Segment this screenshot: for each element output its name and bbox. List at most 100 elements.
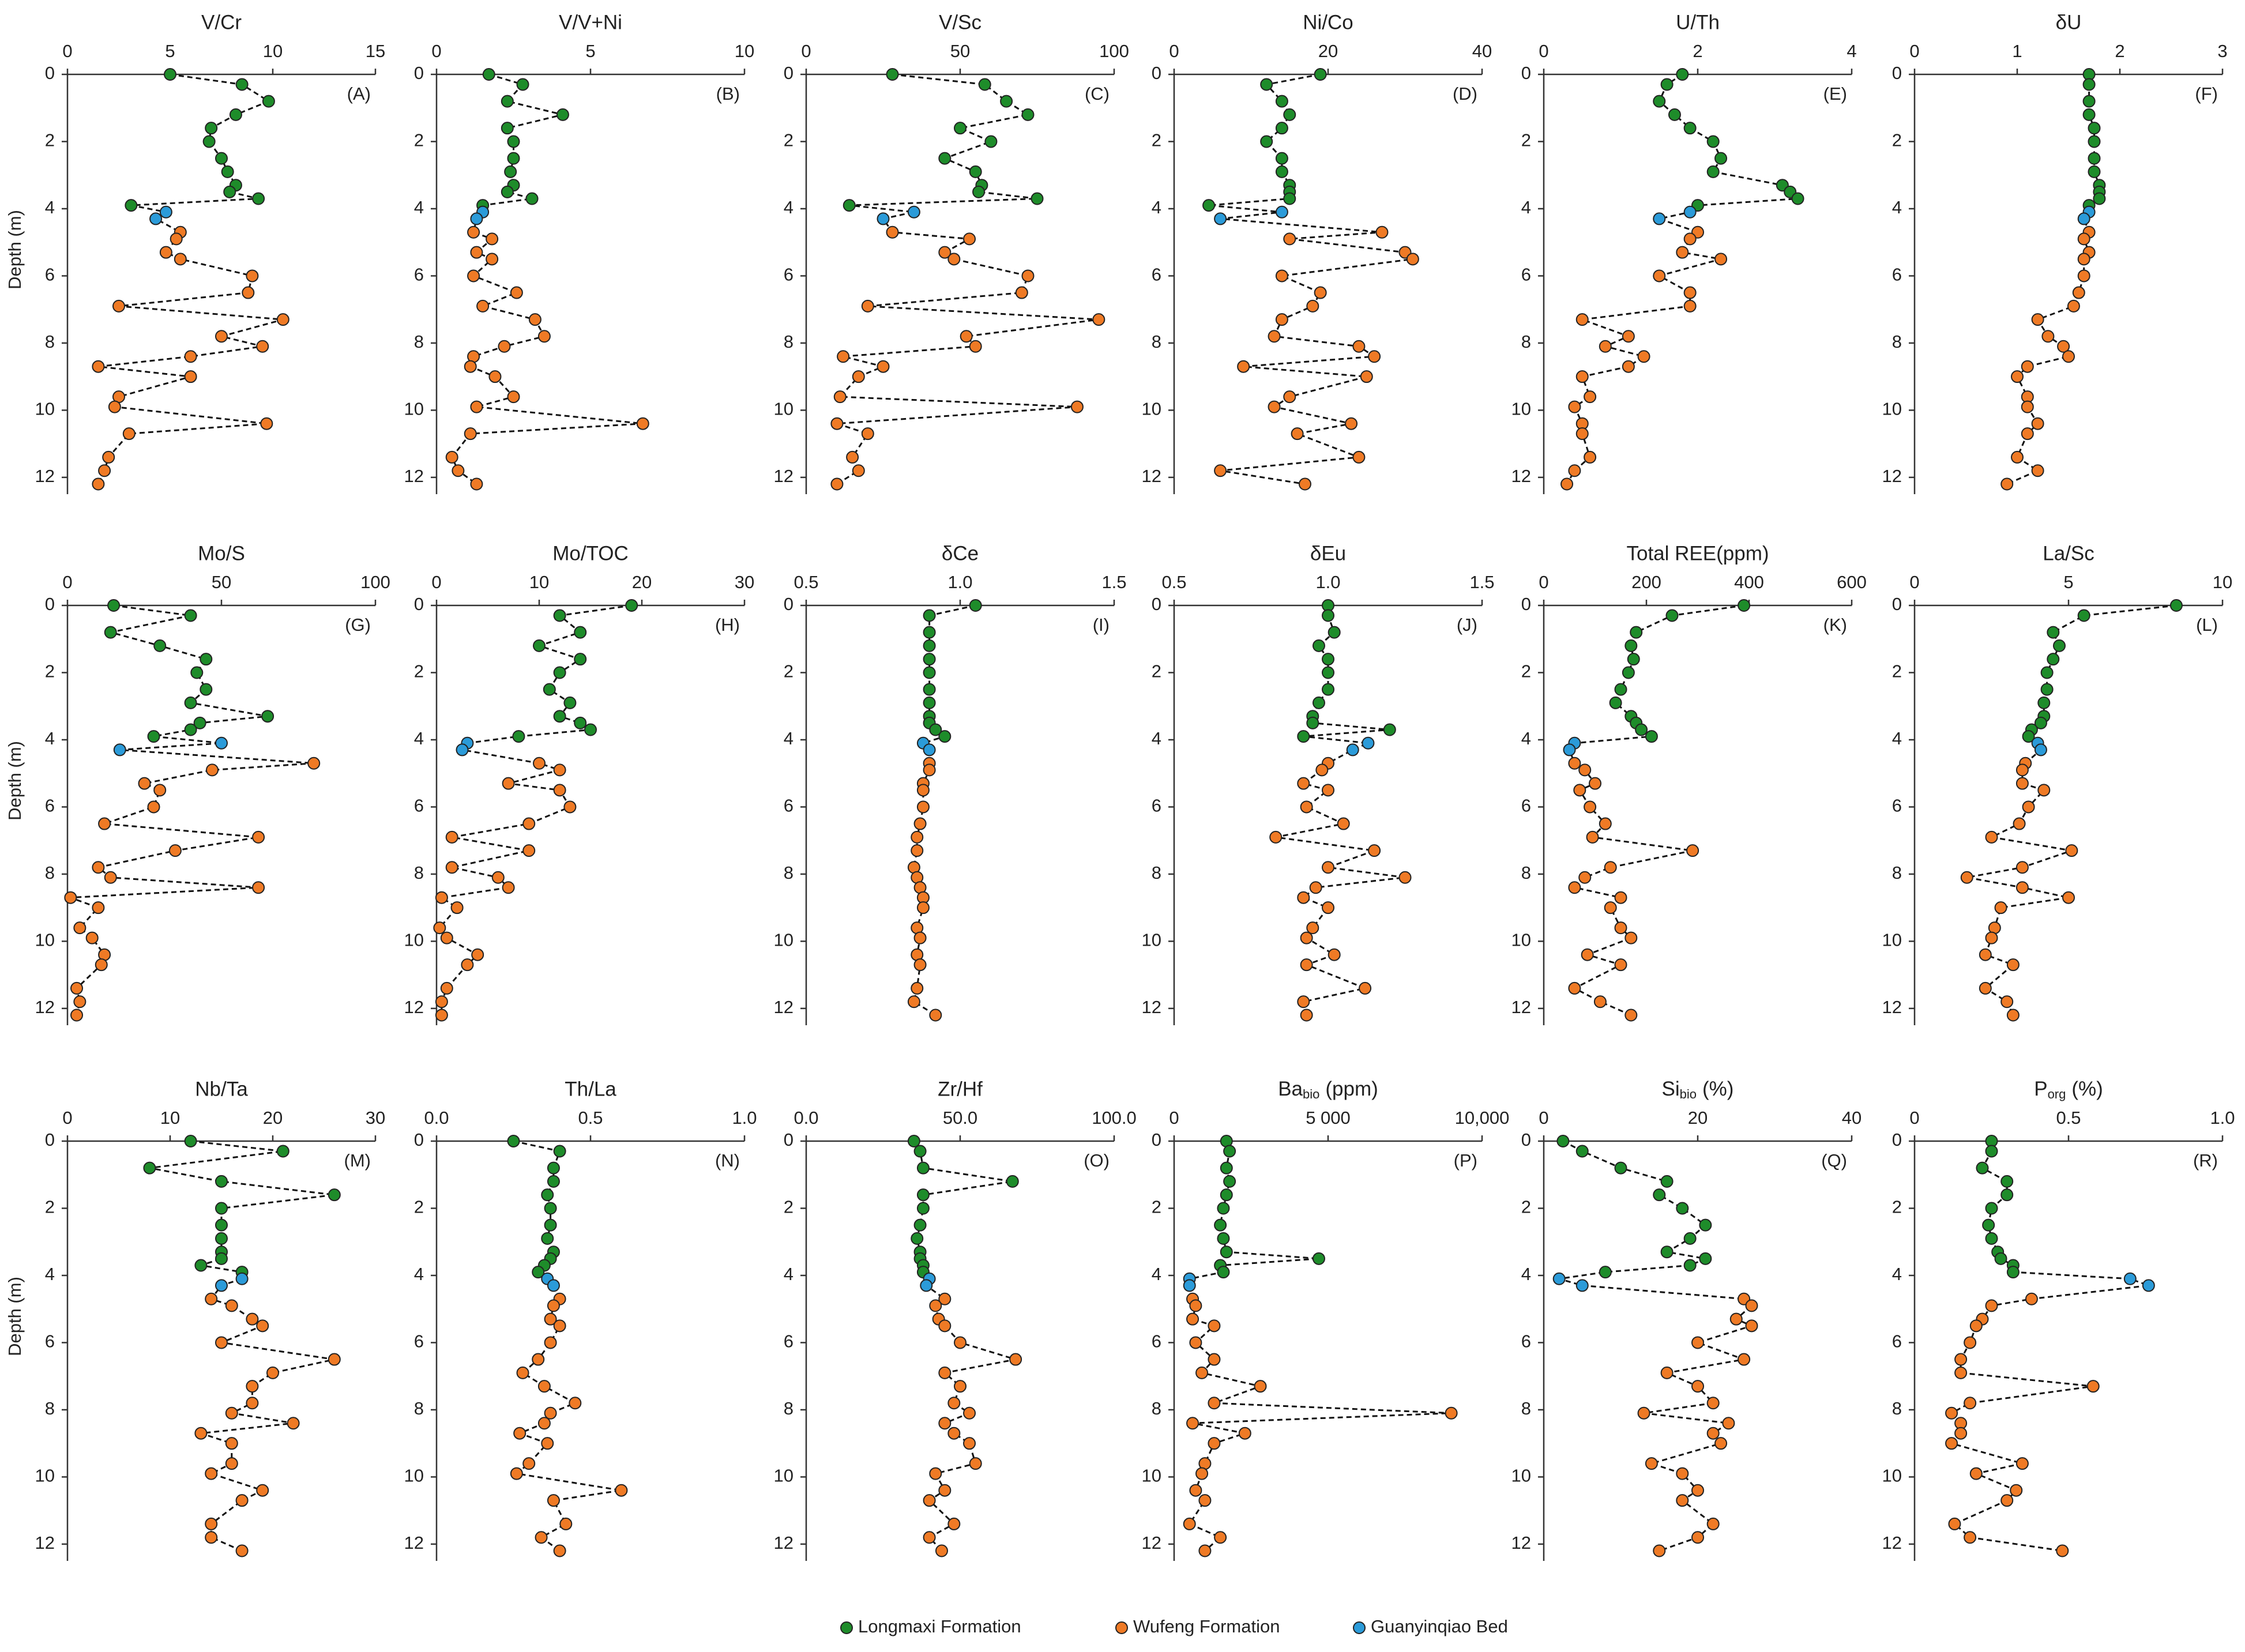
data-point [1976,1161,1989,1175]
data-point [1964,1336,1977,1349]
data-point [574,716,587,729]
data-point [963,232,976,246]
data-point [242,286,255,299]
data-point [1312,696,1325,709]
data-point [1964,1397,1977,1410]
data-point [225,1437,238,1450]
data-point [225,1457,238,1470]
data-point [1660,1245,1674,1259]
y-tick-label: 2 [45,1197,55,1217]
data-point [929,1467,942,1480]
data-point [615,1484,628,1497]
data-point [535,1531,548,1544]
data-point [1275,122,1288,135]
data-point [507,152,520,165]
y-tick-label: 8 [1521,332,1531,352]
y-tick-label: 10 [404,930,424,950]
data-point [830,417,844,430]
data-point [1614,921,1627,935]
y-tick-label: 12 [1882,466,1902,486]
data-point [1031,192,1044,205]
data-point [200,683,213,696]
y-tick-label: 10 [774,930,794,950]
data-point [1637,350,1650,363]
data-point [92,360,105,373]
data-point [1738,1353,1751,1366]
y-tick-label: 6 [45,1331,55,1352]
data-point [2062,350,2075,363]
data-point [1676,1494,1689,1507]
data-point [525,192,539,205]
data-point [470,212,483,225]
y-tick-label: 4 [1892,728,1902,748]
data-point [1568,881,1581,894]
y-tick-label: 12 [774,997,794,1017]
data-point [1706,135,1720,148]
data-point [2077,212,2090,225]
data-point [913,958,927,972]
panel: Porg (%) (R) 0 0.5 1.0 0 2 4 6 8 10 12 [1882,1078,2235,1561]
data-point [1714,253,1728,266]
y-tick-label: 2 [784,130,794,150]
data-point [193,716,206,729]
data-point [1627,653,1640,666]
data-point [2169,599,2183,612]
panel-label: (L) [2196,615,2218,635]
data-point [256,340,269,353]
data-point [1260,135,1273,148]
data-point [1238,1427,1251,1440]
y-tick-label: 8 [414,332,424,352]
data-point [266,1366,279,1379]
legend-label: Longmaxi Formation [858,1616,1021,1636]
data-point [1283,192,1296,205]
y-tick-label: 0 [1521,594,1531,614]
y-tick-label: 0 [784,1130,794,1150]
y-tick-label: 4 [414,1264,424,1284]
x-tick-label: 0.5 [1161,572,1186,592]
data-point [1328,948,1341,961]
data-point [1593,995,1607,1008]
data-point [877,212,890,225]
title-sub: bio [1303,1087,1319,1101]
data-point [553,666,566,679]
y-tick-label: 12 [1882,997,1902,1017]
x-tick-label: 1.0 [947,572,972,592]
y-tick-label: 4 [1521,728,1531,748]
data-point [1622,330,1635,343]
connector-line [1208,73,1415,485]
data-point [107,599,121,612]
data-point [464,360,477,373]
y-tick-label: 12 [35,466,55,486]
data-point [923,696,936,709]
panel-title: δU [2056,11,2082,33]
data-point [1198,1544,1212,1557]
data-point [1994,1252,2007,1265]
x-tick-label: 0 [1539,41,1548,61]
connector-line [513,1140,622,1552]
data-point [1560,477,1574,491]
y-tick-label: 8 [1892,863,1902,883]
data-point [2037,784,2051,797]
panel-label: (P) [1454,1150,1477,1171]
data-point [1624,1008,1638,1022]
data-point [2067,299,2080,313]
y-tick-label: 12 [35,997,55,1017]
data-point [1021,269,1035,283]
data-point [235,1544,249,1557]
data-point [938,1292,952,1305]
data-point [1985,1202,1998,1215]
connector-line [1568,604,1744,1016]
data-point [541,1232,554,1245]
data-point [913,817,927,830]
data-point [1195,1366,1209,1379]
legend: Longmaxi Formation Wufeng Formation Guanyi… [840,1616,1508,1636]
panel: Mo/S (G) Depth (m) 0 50 100 0 2 4 6 8 10 12 [5,542,390,1025]
y-tick-label: 4 [784,728,794,748]
title-base: P [2034,1078,2047,1100]
data-point [2021,427,2034,441]
data-point [1683,232,1697,246]
data-point [1297,777,1310,790]
data-point [2034,743,2047,757]
data-point [916,800,930,814]
data-point [501,122,514,135]
